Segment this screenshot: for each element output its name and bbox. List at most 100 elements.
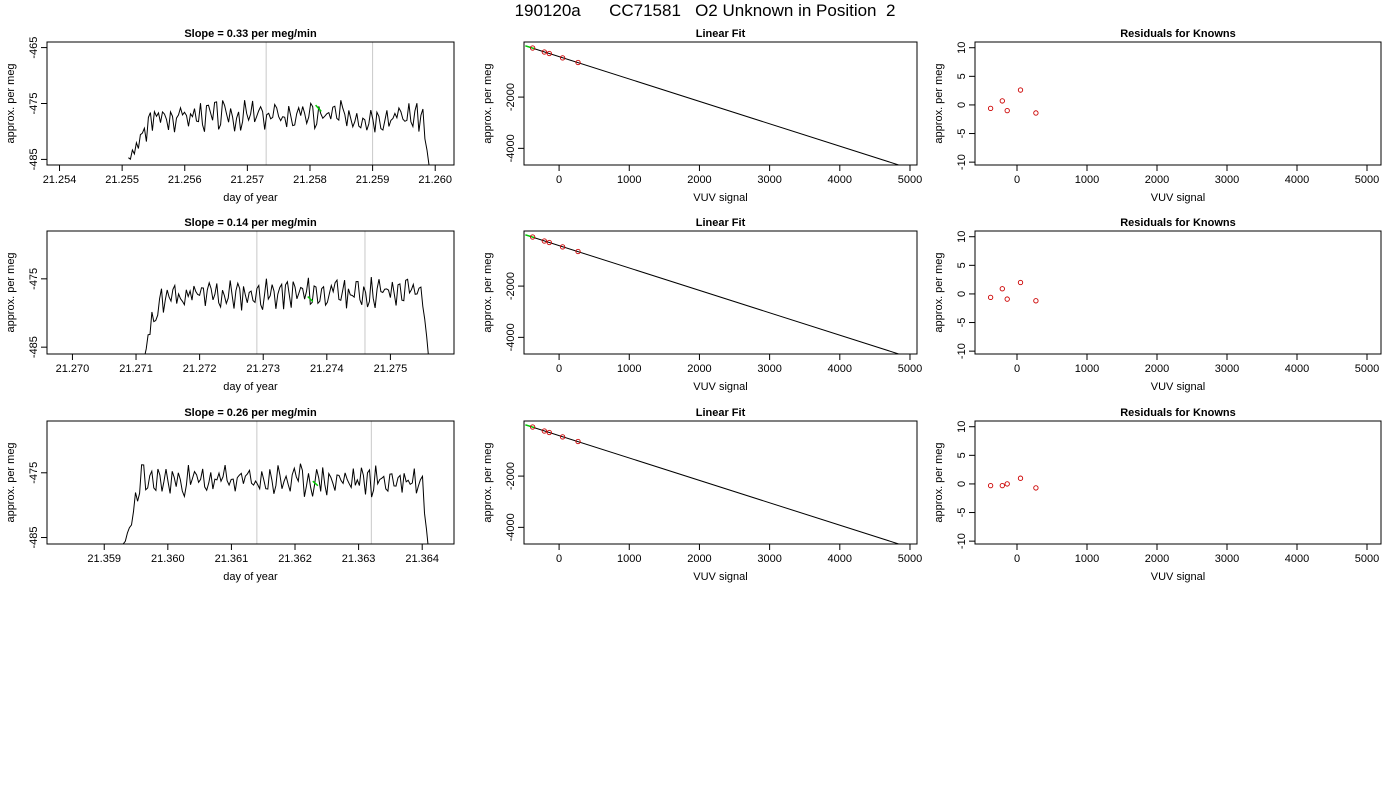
x-tick-label: 0 (556, 174, 562, 186)
x-tick-label: 5000 (1355, 174, 1379, 186)
highlight-segment (312, 480, 319, 487)
panel-2-2: Linear Fit 0 1000 2000 3000 4000 5000 -2000 -400… (482, 217, 922, 393)
x-tick-label: 4000 (828, 363, 852, 375)
data-point (575, 438, 581, 445)
y-tick-label: 5 (956, 262, 968, 268)
x-tick-label: 3000 (1215, 174, 1239, 186)
y-tick-label: -475 (28, 268, 40, 290)
y-tick-label: -5 (956, 508, 968, 518)
y-tick-label: 0 (956, 291, 968, 297)
plot-area (525, 424, 901, 544)
data-point (559, 434, 566, 440)
x-tick-label: 3000 (757, 363, 781, 375)
signal-series-line (128, 100, 430, 165)
plot-frame (46, 41, 455, 166)
y-tick-label: -10 (956, 533, 968, 549)
x-tick-label: 4000 (1285, 553, 1309, 565)
x-tick-label: 4000 (828, 174, 852, 186)
y-axis-label: approx. per meg (933, 252, 945, 332)
y-tick-label: -485 (28, 527, 40, 549)
data-point (529, 424, 536, 430)
x-tick-label: 3000 (1215, 553, 1239, 565)
data-point (559, 244, 566, 250)
x-tick-label: 1000 (1075, 363, 1099, 375)
plot-area (525, 45, 901, 165)
data-point (541, 238, 548, 244)
panel-3-3: Residuals for Knowns 0 1000 2000 3000 4000 500… (933, 407, 1382, 583)
plot-frame (523, 230, 918, 355)
x-tick-label: 0 (1014, 363, 1020, 375)
x-tick-label: 0 (556, 553, 562, 565)
data-point (987, 482, 994, 489)
x-tick-label: 21.272 (183, 363, 217, 375)
unknown-segment (525, 234, 535, 239)
data-point (1017, 87, 1024, 93)
x-tick-label: 2000 (687, 363, 711, 375)
y-tick-label: -10 (956, 154, 968, 170)
panel-3-1: Slope = 0.26 per meg/min 21.359 21.360 21.3… (5, 407, 455, 583)
x-tick-label: 21.361 (215, 553, 249, 565)
chart-title: Residuals for Knowns (1120, 28, 1236, 40)
highlight-segment (315, 104, 322, 112)
x-tick-label: 2000 (687, 553, 711, 565)
x-tick-label: 21.273 (246, 363, 280, 375)
x-axis-label: VUV signal (1151, 381, 1205, 393)
y-tick-label: -475 (28, 92, 40, 114)
x-tick-label: 2000 (1145, 553, 1169, 565)
x-tick-label: 2000 (1145, 363, 1169, 375)
plot-frame (46, 230, 455, 355)
x-tick-label: 1000 (1075, 174, 1099, 186)
unknown-segment (525, 424, 535, 429)
x-tick-label: 21.363 (342, 553, 376, 565)
data-point (999, 286, 1005, 292)
panel-2-1: Slope = 0.14 per meg/min 21.270 21.271 21.2… (5, 217, 455, 393)
x-tick-label: 5000 (898, 174, 922, 186)
chart-title: Linear Fit (696, 217, 746, 229)
data-point (529, 234, 536, 240)
x-tick-label: 21.257 (231, 174, 265, 186)
x-axis-label: day of year (223, 571, 278, 583)
y-tick-label: -2000 (505, 83, 517, 111)
data-point (999, 98, 1005, 104)
chart-title: Residuals for Knowns (1120, 217, 1236, 229)
x-tick-label: 5000 (898, 363, 922, 375)
data-point (1004, 296, 1010, 302)
y-tick-label: -475 (28, 462, 40, 484)
x-tick-label: 5000 (898, 553, 922, 565)
plot-area (987, 279, 1039, 304)
panel-3-2: Linear Fit 0 1000 2000 3000 4000 5000 -2000 -400… (482, 407, 922, 583)
x-axis-label: day of year (223, 381, 278, 393)
y-tick-label: -485 (28, 148, 40, 170)
x-axis-label: VUV signal (693, 381, 747, 393)
signal-series-line (122, 463, 429, 544)
x-tick-label: 1000 (617, 553, 641, 565)
y-tick-label: -5 (956, 318, 968, 328)
x-tick-label: 3000 (757, 174, 781, 186)
y-tick-label: 0 (956, 102, 968, 108)
y-tick-label: 10 (956, 231, 968, 243)
signal-series-line (144, 277, 429, 354)
data-point (1033, 110, 1039, 116)
panel-1-3: Residuals for Knowns 0 1000 2000 3000 4000 500… (933, 28, 1382, 204)
chart-title: Linear Fit (696, 407, 746, 419)
y-tick-label: 10 (956, 42, 968, 54)
plot-frame (523, 41, 918, 166)
y-axis-label: approx. per meg (933, 442, 945, 522)
chart-title: Slope = 0.14 per meg/min (184, 217, 317, 229)
x-axis-label: VUV signal (693, 571, 747, 583)
y-axis-label: approx. per meg (5, 63, 17, 143)
data-point (575, 59, 581, 66)
x-tick-label: 21.274 (310, 363, 344, 375)
x-tick-label: 4000 (828, 553, 852, 565)
fit-line (525, 45, 901, 165)
plot-frame (974, 420, 1382, 545)
y-tick-label: 5 (956, 73, 968, 79)
x-axis-label: day of year (223, 192, 278, 204)
x-axis-label: VUV signal (693, 192, 747, 204)
data-point (559, 55, 566, 61)
figure-title: 190120a CC71581 O2 Unknown in Position 2 (514, 1, 896, 20)
data-point (575, 248, 581, 255)
x-tick-label: 2000 (1145, 174, 1169, 186)
plot-area (128, 42, 430, 165)
y-axis-label: approx. per meg (5, 252, 17, 332)
